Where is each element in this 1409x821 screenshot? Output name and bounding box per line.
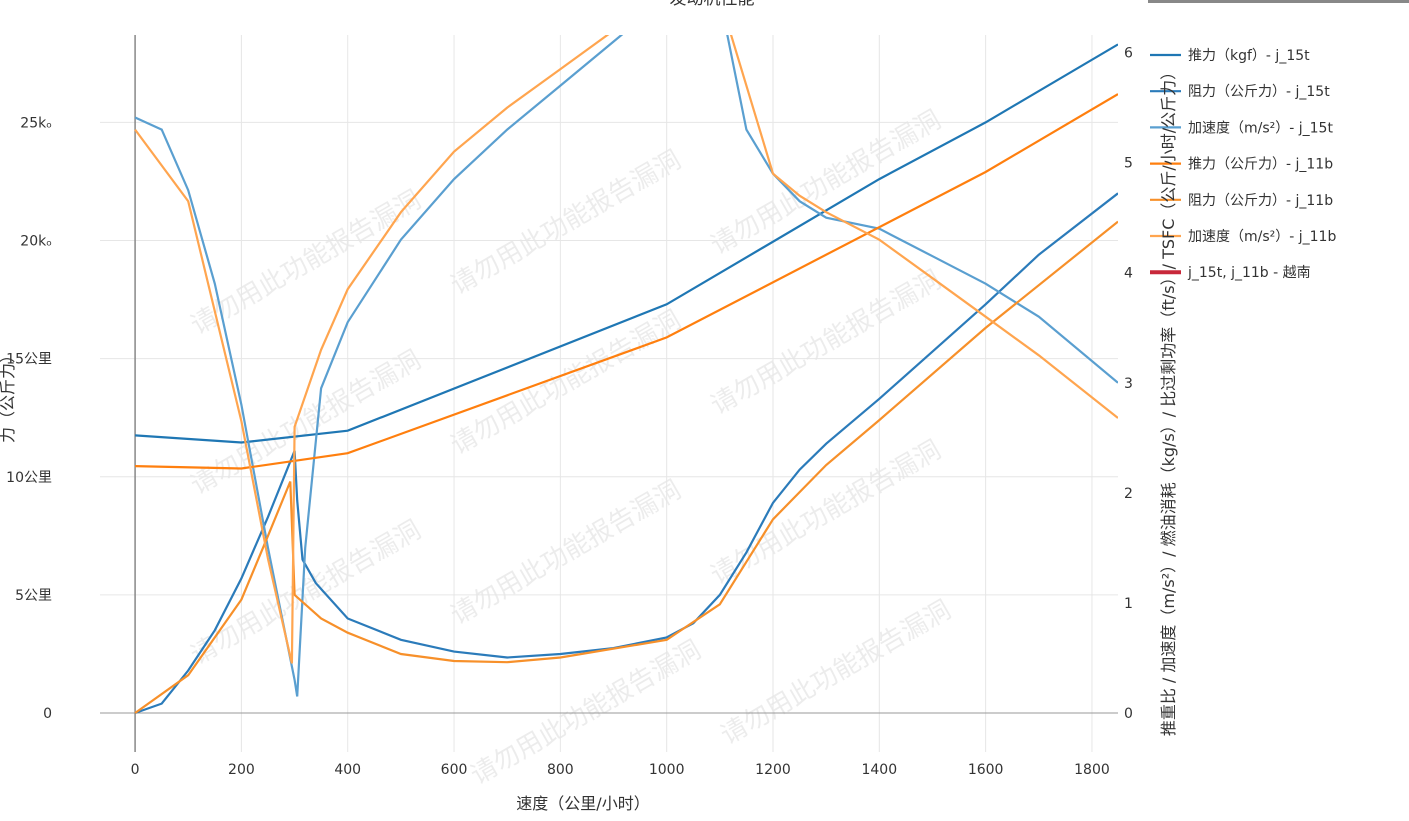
series-line — [135, 93, 1118, 470]
x-tick-label: 400 — [334, 762, 361, 778]
x-axis-title: 速度（公里/小时） — [516, 794, 649, 813]
y-tick-label: 0 — [43, 706, 52, 722]
legend-label: j_15t, j_11b - 越南 — [1187, 265, 1311, 281]
y-tick-label: 10公里 — [6, 470, 52, 486]
legend-label: 加速度（m/s²）- j_15t — [1188, 120, 1333, 136]
legend-label: 推力（kgf）- j_15t — [1188, 48, 1310, 64]
legend-label: 推力（公斤力）- j_11b — [1188, 157, 1333, 173]
y2-tick-label: 4 — [1124, 266, 1133, 282]
series-line — [134, 35, 1118, 664]
watermark: 请勿用此功能报告漏洞 — [446, 305, 686, 461]
plot-lines — [134, 35, 1118, 715]
y2-tick-label: 6 — [1124, 46, 1133, 62]
y2-axis-title: 推重比 / 加速度（m/s²）/ 燃油消耗（kg/s）/ 比过剩功率（ft/s）… — [1159, 64, 1178, 736]
x-tick-label: 200 — [228, 762, 255, 778]
x-tick-label: 1000 — [649, 762, 685, 778]
series-line — [134, 35, 1118, 697]
grid — [100, 35, 1118, 752]
watermark: 请勿用此功能报告漏洞 — [706, 105, 946, 261]
y2-tick-label: 0 — [1124, 706, 1133, 722]
y-tick-label: 15公里 — [6, 352, 52, 368]
legend-label: 加速度（m/s²）- j_11b — [1188, 229, 1336, 245]
series-line — [135, 43, 1118, 444]
x-tick-label: 1200 — [755, 762, 791, 778]
watermark: 请勿用此功能报告漏洞 — [446, 145, 686, 301]
x-tick-label: 1600 — [968, 762, 1004, 778]
series-line — [134, 192, 1118, 715]
x-tick-label: 0 — [131, 762, 140, 778]
x-tick-label: 800 — [547, 762, 574, 778]
watermark: 请勿用此功能报告漏洞 — [446, 475, 686, 631]
x-tick-label: 1400 — [861, 762, 897, 778]
y-tick-label: 20kₒ — [20, 234, 52, 250]
legend-label: 阻力（公斤力）- j_11b — [1188, 193, 1333, 209]
x-tick-label: 1800 — [1074, 762, 1110, 778]
labels: 0 200 400 600 800 1000 1200 1400 1600 1800 0 5公里 10公… — [6, 46, 1336, 778]
y-axis-title: 力（公斤力） — [0, 347, 17, 443]
watermark: 请勿用此功能报告漏洞 — [706, 265, 946, 421]
top-bar — [1148, 0, 1409, 3]
legend-label: 阻力（公斤力）- j_15t — [1188, 84, 1330, 100]
y-tick-label: 25kₒ — [20, 115, 52, 131]
y2-tick-label: 2 — [1124, 486, 1133, 502]
watermark: 请勿用此功能报告漏洞 — [716, 595, 956, 751]
y2-tick-label: 1 — [1124, 596, 1133, 612]
series-line — [134, 220, 1118, 714]
y2-tick-label: 5 — [1124, 156, 1133, 172]
watermark: 请勿用此功能报告漏洞 — [186, 345, 426, 501]
x-tick-label: 600 — [441, 762, 468, 778]
y2-tick-label: 3 — [1124, 376, 1133, 392]
chart-title: 发动机性能 — [670, 0, 755, 9]
y-tick-label: 5公里 — [15, 588, 52, 604]
watermark-layer: 请勿用此功能报告漏洞 请勿用此功能报告漏洞 请勿用此功能报告漏洞请勿用此功能报告漏洞… — [186, 105, 956, 791]
